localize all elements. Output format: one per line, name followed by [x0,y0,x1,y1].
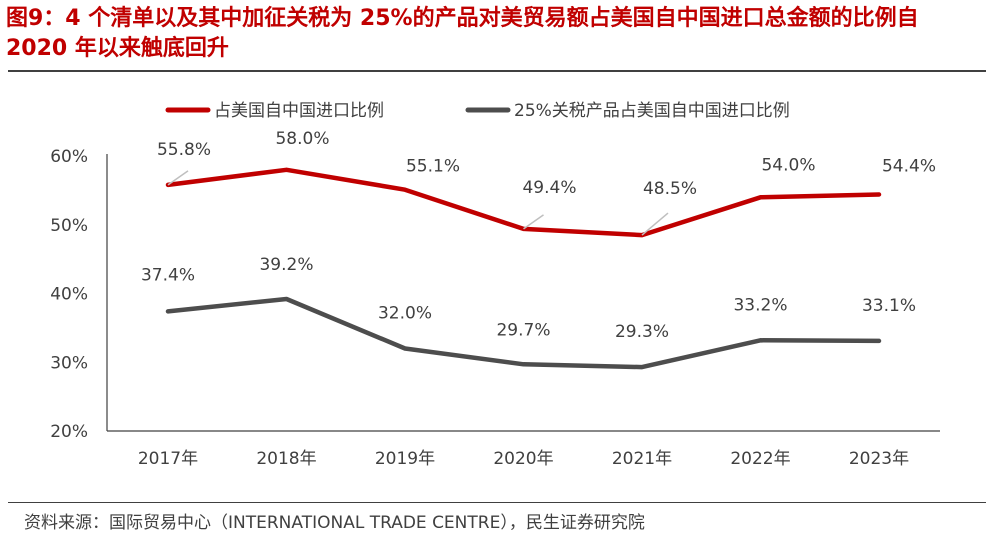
y-tick-label: 20% [50,422,88,442]
source-divider [8,502,986,503]
y-tick-label: 30% [50,353,88,373]
title-divider [8,70,986,72]
y-tick-label: 60% [50,147,88,167]
data-label: 55.8% [157,140,211,160]
y-tick-label: 50% [50,216,88,236]
data-label: 32.0% [378,304,432,324]
series-group [165,167,882,370]
x-tick-label: 2020年 [493,449,553,469]
chart-title: 图9：4 个清单以及其中加征关税为 25%的产品对美贸易额占美国自中国进口总金额… [6,6,919,61]
data-label: 54.4% [882,157,936,177]
data-label: 29.7% [496,320,550,340]
y-axis: 20% 30% 40% 50% 60% [50,147,108,442]
data-label: 39.2% [259,255,313,275]
legend-label: 占美国自中国进口比例 [214,101,384,121]
label-leader-line [167,170,189,186]
y-tick-label: 40% [50,285,88,305]
data-label: 33.2% [733,295,787,315]
legend-label: 25%关税产品占美国自中国进口比例 [514,101,790,121]
label-leader-line [641,212,669,236]
x-tick-label: 2023年 [849,449,909,469]
data-label: 49.4% [522,178,576,198]
data-label: 29.3% [615,322,669,342]
x-tick-label: 2022年 [730,449,790,469]
data-label: 54.0% [761,155,815,175]
data-label: 37.4% [141,265,195,285]
data-label: 55.1% [406,157,460,177]
source-note: 资料来源：国际贸易中心（INTERNATIONAL TRADE CENTRE），… [24,513,645,533]
data-labels: 55.8% 58.0% 55.1% 49.4% 48.5% 54.0% 54.4% 37.4%… [141,129,936,342]
data-label: 48.5% [643,179,697,199]
line-chart: 占美国自中国进口比例 25%关税产品占美国自中国进口比例 20% 30% 40% 50%… [50,101,940,469]
label-leader-line [523,214,544,230]
x-tick-label: 2018年 [256,449,316,469]
series-line-total [165,167,882,238]
data-label: 33.1% [862,296,916,316]
x-tick-label: 2021年 [612,449,672,469]
legend: 占美国自中国进口比例 25%关税产品占美国自中国进口比例 [165,101,790,121]
data-label: 58.0% [275,129,329,149]
x-axis: 2017年 2018年 2019年 2020年 2021年 2022年 2023年 [107,430,940,469]
series-line-tariff25 [165,296,882,370]
x-tick-label: 2017年 [138,449,198,469]
x-tick-label: 2019年 [375,449,435,469]
